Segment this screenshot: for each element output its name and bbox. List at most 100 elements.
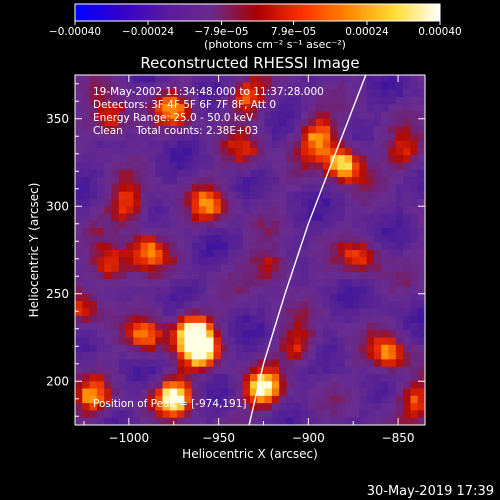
heatmap-cell	[410, 220, 419, 229]
heatmap-cell	[228, 344, 236, 353]
heatmap-cell	[395, 177, 404, 185]
heatmap-cell	[271, 177, 280, 185]
heatmap-cell	[395, 250, 404, 258]
heatmap-cell	[388, 206, 397, 214]
heatmap-cell	[191, 75, 200, 83]
heatmap-cell	[308, 198, 317, 207]
heatmap-cell	[228, 352, 236, 360]
heatmap-cell	[111, 403, 120, 411]
heatmap-cell	[235, 242, 244, 251]
heatmap-cell	[198, 388, 207, 397]
heatmap-cell	[111, 242, 120, 251]
heatmap-cell	[279, 96, 287, 105]
heatmap-cell	[271, 126, 280, 134]
colorbar-units-label: (photons cm⁻² s⁻¹ asec⁻²)	[204, 38, 346, 51]
heatmap-cell	[235, 417, 244, 425]
heatmap-cell	[271, 315, 280, 324]
heatmap-cell	[381, 133, 389, 142]
heatmap-cell	[213, 388, 222, 397]
heatmap-cell	[118, 111, 127, 120]
heatmap-cell	[220, 279, 229, 287]
heatmap-cell	[359, 206, 368, 214]
heatmap-cell	[279, 191, 287, 200]
heatmap-cell	[220, 301, 229, 309]
heatmap-cell	[315, 344, 324, 353]
heatmap-cell	[388, 264, 397, 273]
heatmap-cell	[417, 177, 425, 185]
heatmap-cell	[191, 177, 200, 185]
heatmap-cell	[133, 140, 142, 149]
heatmap-cell	[242, 75, 251, 83]
heatmap-cell	[155, 359, 163, 368]
heatmap-cell	[140, 133, 149, 142]
heatmap-cell	[184, 140, 193, 149]
heatmap-cell	[162, 89, 171, 98]
heatmap-cell	[220, 147, 229, 156]
heatmap-cell	[198, 322, 207, 331]
heatmap-cell	[140, 352, 149, 360]
heatmap-cell	[169, 279, 178, 287]
heatmap-cell	[220, 162, 229, 171]
heatmap-cell	[89, 75, 98, 83]
heatmap-cell	[257, 381, 265, 389]
heatmap-cell	[96, 147, 105, 156]
heatmap-cell	[213, 75, 222, 83]
heatmap-cell	[198, 104, 207, 112]
heatmap-cell	[403, 352, 411, 360]
heatmap-cell	[147, 111, 156, 120]
heatmap-cell	[366, 352, 375, 360]
heatmap-cell	[82, 75, 90, 83]
heatmap-cell	[388, 410, 397, 419]
heatmap-cell	[198, 337, 207, 346]
heatmap-cell	[155, 235, 163, 244]
heatmap-cell	[352, 293, 360, 302]
heatmap-cell	[403, 286, 411, 295]
heatmap-cell	[337, 315, 346, 324]
heatmap-cell	[75, 337, 83, 346]
heatmap-cell	[228, 403, 236, 411]
heatmap-cell	[301, 155, 309, 163]
heatmap-cell	[184, 344, 193, 353]
heatmap-cell	[235, 373, 244, 382]
heatmap-cell	[220, 417, 229, 425]
heatmap-cell	[126, 228, 134, 236]
heatmap-cell	[228, 198, 236, 207]
heatmap-cell	[242, 279, 251, 287]
heatmap-cell	[89, 104, 98, 112]
heatmap-cell	[75, 250, 83, 258]
heatmap-cell	[344, 301, 353, 309]
heatmap-cell	[235, 177, 244, 185]
heatmap-cell	[330, 206, 338, 214]
heatmap-cell	[352, 330, 360, 338]
heatmap-cell	[228, 286, 236, 295]
heatmap-cell	[111, 147, 120, 156]
heatmap-cell	[133, 403, 142, 411]
heatmap-cell	[235, 366, 244, 375]
heatmap-cell	[417, 191, 425, 200]
heatmap-cell	[220, 286, 229, 295]
heatmap-cell	[308, 177, 317, 185]
heatmap-cell	[184, 133, 193, 142]
heatmap-cell	[366, 301, 375, 309]
heatmap-cell	[381, 118, 389, 127]
heatmap-cell	[373, 191, 382, 200]
colorbar	[74, 3, 441, 22]
heatmap-cell	[410, 359, 419, 368]
heatmap-cell	[417, 330, 425, 338]
heatmap-cell	[111, 388, 120, 397]
heatmap-cell	[228, 177, 236, 185]
heatmap-cell	[75, 344, 83, 353]
heatmap-cell	[301, 133, 309, 142]
heatmap-cell	[75, 301, 83, 309]
heatmap-cell	[373, 352, 382, 360]
heatmap-cell	[162, 279, 171, 287]
heatmap-cell	[264, 322, 273, 331]
heatmap-cell	[366, 388, 375, 397]
heatmap-cell	[410, 169, 419, 178]
heatmap-cell	[184, 301, 193, 309]
heatmap-cell	[118, 403, 127, 411]
heatmap-cell	[250, 104, 258, 112]
heatmap-cell	[352, 381, 360, 389]
heatmap-cell	[155, 410, 163, 419]
heatmap-cell	[140, 279, 149, 287]
